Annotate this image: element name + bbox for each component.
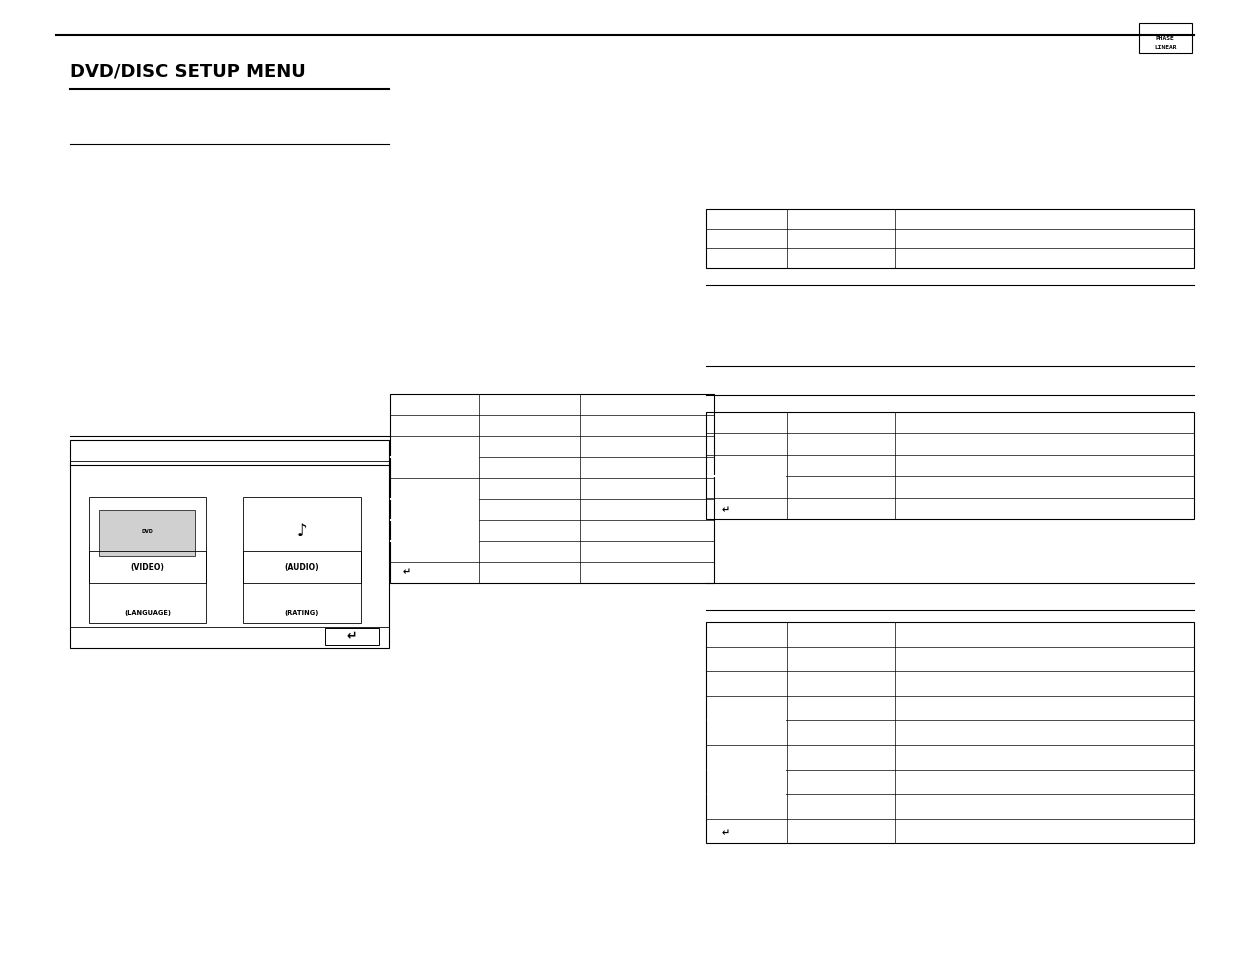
Bar (706, 210, 1194, 269)
Bar (390, 395, 714, 583)
Text: DVD/DISC SETUP MENU: DVD/DISC SETUP MENU (70, 62, 306, 80)
Text: (RATING): (RATING) (285, 610, 319, 616)
Bar (99, 511, 195, 557)
Bar (70, 440, 389, 648)
Text: ♪: ♪ (296, 522, 308, 539)
Text: LINEAR: LINEAR (1153, 45, 1177, 50)
Bar (243, 552, 361, 623)
Text: ↵: ↵ (721, 505, 730, 515)
Bar (706, 413, 1194, 519)
Text: ↵: ↵ (403, 567, 411, 577)
Bar (243, 497, 361, 583)
Text: ↵: ↵ (721, 827, 730, 837)
Text: (VIDEO): (VIDEO) (131, 563, 164, 572)
Text: ↵: ↵ (347, 630, 357, 643)
Bar (89, 497, 206, 583)
Text: (LANGUAGE): (LANGUAGE) (124, 610, 172, 616)
Bar (89, 552, 206, 623)
Text: PHASE: PHASE (1156, 36, 1174, 41)
Bar (706, 622, 1194, 843)
Bar (325, 628, 379, 645)
Text: DVD: DVD (142, 528, 153, 534)
Bar (1139, 24, 1192, 54)
Text: (AUDIO): (AUDIO) (284, 563, 320, 572)
